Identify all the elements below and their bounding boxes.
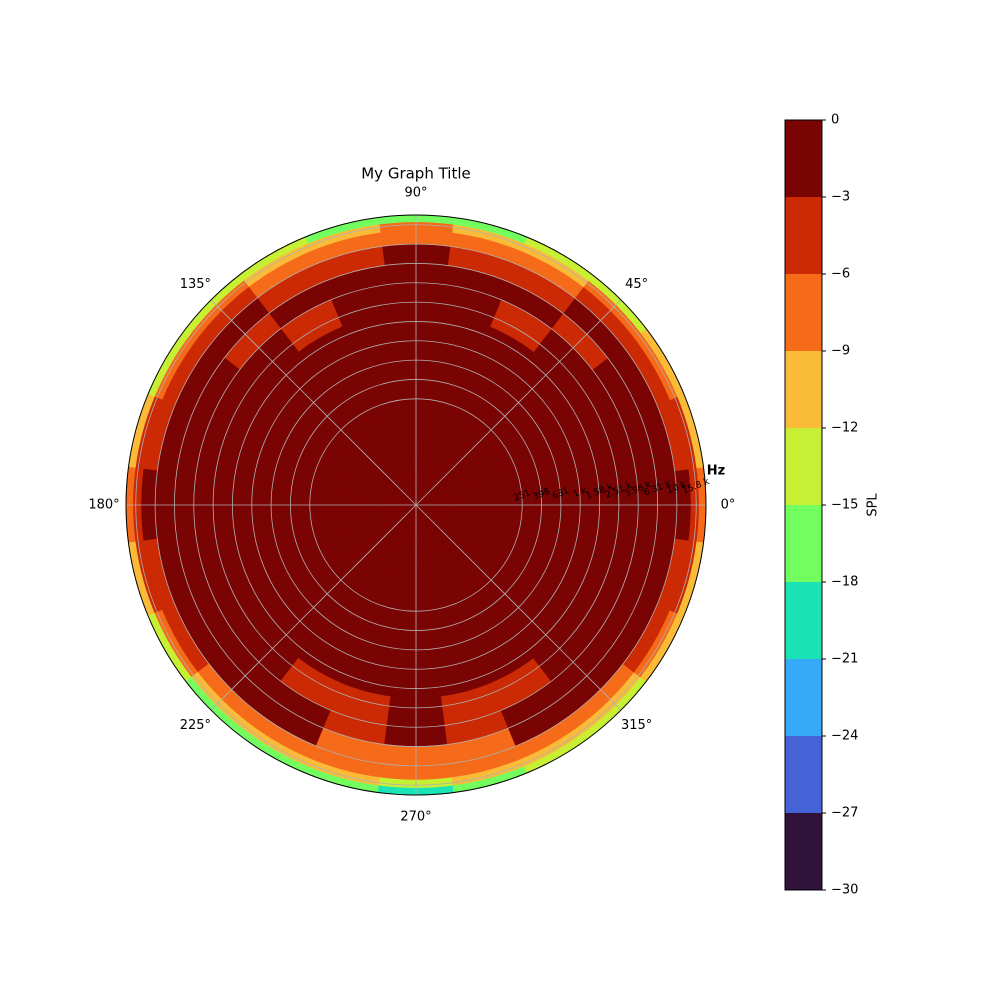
colorbar-band xyxy=(785,428,822,505)
colorbar-band xyxy=(785,351,822,428)
angle-tick-label: 180° xyxy=(88,498,119,513)
angle-tick-label: 270° xyxy=(400,810,431,825)
angle-tick-label: 0° xyxy=(721,498,736,513)
r-axis-label: Hz xyxy=(707,464,725,479)
colorbar-band xyxy=(785,813,822,890)
angle-tick-label: 225° xyxy=(180,718,211,733)
angle-tick-label: 45° xyxy=(625,277,648,292)
colorbar-band xyxy=(785,659,822,736)
colorbar-tick-label: −27 xyxy=(831,806,858,821)
colorbar-band xyxy=(785,505,822,582)
angle-tick-label: 315° xyxy=(621,718,652,733)
chart-title: My Graph Title xyxy=(361,165,471,183)
angle-grid-line xyxy=(415,504,622,711)
colorbar-band xyxy=(785,120,822,197)
colorbar-label: SPL xyxy=(866,493,881,517)
colorbar-tick-label: −9 xyxy=(831,344,850,359)
colorbar-band xyxy=(785,197,822,274)
polar-frame xyxy=(125,214,707,796)
colorbar-tick-label: −3 xyxy=(831,190,850,205)
angle-tick-label: 90° xyxy=(404,186,427,201)
angle-grid-line xyxy=(210,504,417,711)
colorbar-tick-label: 0 xyxy=(831,113,839,128)
colorbar-band xyxy=(785,274,822,351)
angle-grid-line xyxy=(210,299,417,506)
colorbar-tick-label: −18 xyxy=(831,575,858,590)
colorbar-tick-label: −6 xyxy=(831,267,850,282)
colorbar-band xyxy=(785,582,822,659)
colorbar-tick-label: −24 xyxy=(831,729,858,744)
angle-grid-line xyxy=(415,299,622,506)
colorbar-tick-label: −30 xyxy=(831,883,858,898)
colorbar-tick-label: −15 xyxy=(831,498,858,513)
colorbar-tick-label: −21 xyxy=(831,652,858,667)
angle-tick-label: 135° xyxy=(180,277,211,292)
colorbar-band xyxy=(785,736,822,813)
colorbar-tick-label: −12 xyxy=(831,421,858,436)
